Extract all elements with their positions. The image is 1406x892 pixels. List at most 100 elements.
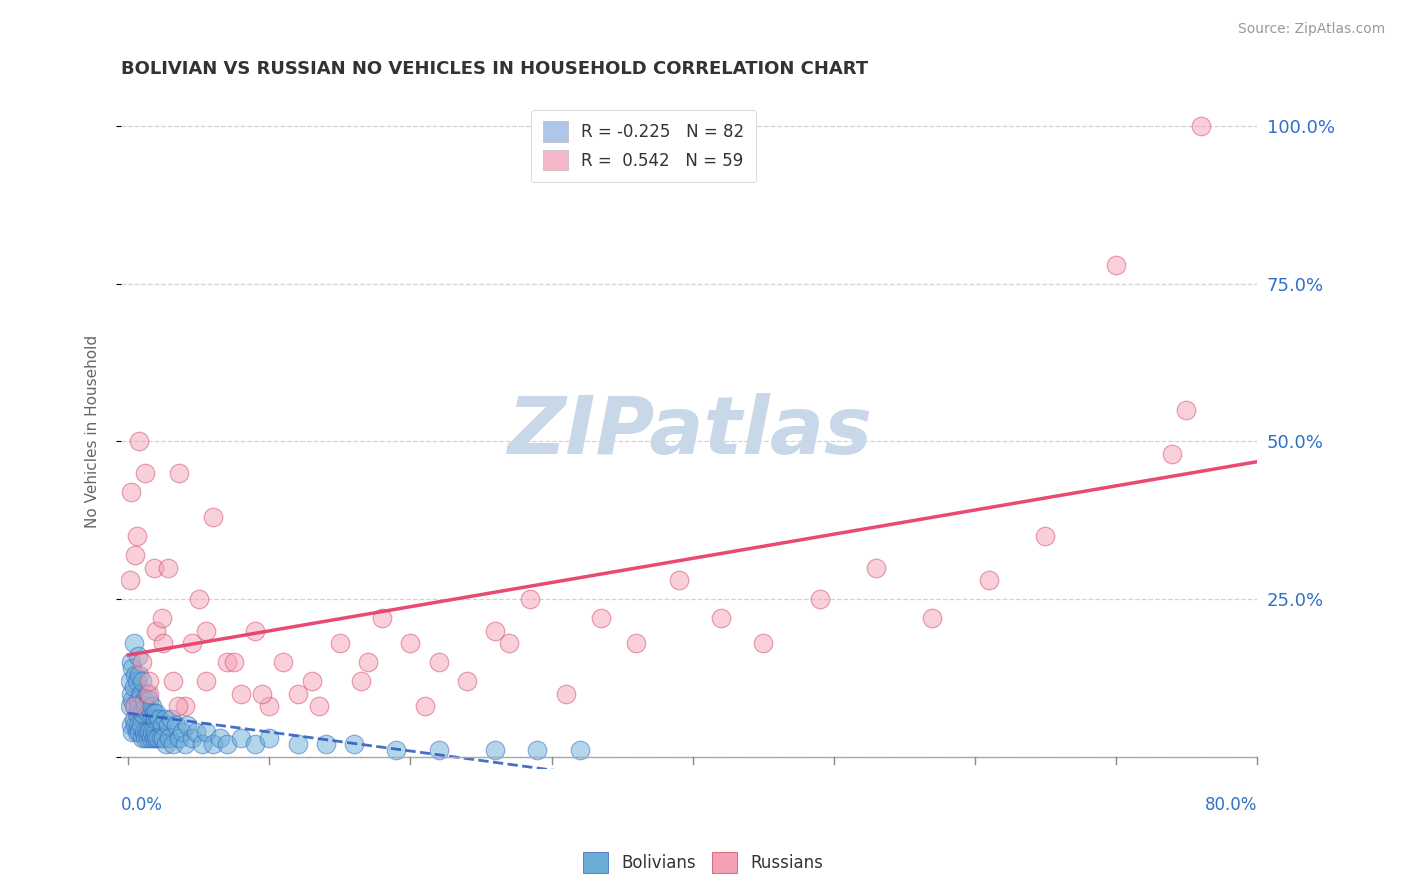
Point — [201, 510, 224, 524]
Point — [176, 718, 198, 732]
Point — [162, 737, 184, 751]
Point — [194, 724, 217, 739]
Point — [150, 611, 173, 625]
Point — [127, 648, 149, 663]
Point — [1035, 529, 1057, 543]
Point — [139, 706, 162, 720]
Point — [167, 466, 190, 480]
Point — [208, 731, 231, 745]
Point — [752, 636, 775, 650]
Point — [136, 706, 159, 720]
Point — [1161, 447, 1184, 461]
Point — [124, 718, 146, 732]
Point — [1105, 258, 1128, 272]
Point — [135, 687, 157, 701]
Point — [165, 718, 187, 732]
Point — [166, 699, 188, 714]
Point — [138, 687, 160, 701]
Point — [128, 667, 150, 681]
Point — [159, 712, 181, 726]
Point — [127, 693, 149, 707]
Point — [1175, 402, 1198, 417]
Point — [273, 655, 295, 669]
Point — [134, 699, 156, 714]
Point — [120, 718, 142, 732]
Point — [194, 674, 217, 689]
Point — [519, 592, 541, 607]
Point — [125, 674, 148, 689]
Point — [301, 674, 323, 689]
Text: Source: ZipAtlas.com: Source: ZipAtlas.com — [1237, 22, 1385, 37]
Point — [152, 636, 174, 650]
Point — [229, 731, 252, 745]
Text: 80.0%: 80.0% — [1205, 796, 1257, 814]
Point — [229, 687, 252, 701]
Point — [149, 731, 172, 745]
Point — [142, 731, 165, 745]
Point — [329, 636, 352, 650]
Point — [152, 731, 174, 745]
Point — [259, 699, 281, 714]
Point — [125, 724, 148, 739]
Point — [162, 674, 184, 689]
Point — [710, 611, 733, 625]
Point — [146, 731, 169, 745]
Point — [343, 737, 366, 751]
Point — [138, 674, 160, 689]
Point — [180, 636, 202, 650]
Legend: R = -0.225   N = 82, R =  0.542   N = 59: R = -0.225 N = 82, R = 0.542 N = 59 — [531, 110, 756, 182]
Point — [131, 706, 153, 720]
Point — [145, 624, 167, 638]
Point — [136, 731, 159, 745]
Point — [131, 655, 153, 669]
Point — [498, 636, 520, 650]
Point — [259, 731, 281, 745]
Point — [222, 655, 245, 669]
Point — [121, 661, 143, 675]
Point — [371, 611, 394, 625]
Point — [125, 706, 148, 720]
Point — [142, 560, 165, 574]
Point — [215, 737, 238, 751]
Text: BOLIVIAN VS RUSSIAN NO VEHICLES IN HOUSEHOLD CORRELATION CHART: BOLIVIAN VS RUSSIAN NO VEHICLES IN HOUSE… — [121, 60, 869, 78]
Point — [124, 548, 146, 562]
Point — [184, 724, 207, 739]
Point — [201, 737, 224, 751]
Point — [129, 718, 152, 732]
Point — [668, 573, 690, 587]
Point — [427, 743, 450, 757]
Point — [138, 724, 160, 739]
Point — [167, 731, 190, 745]
Point — [308, 699, 330, 714]
Point — [128, 699, 150, 714]
Point — [1189, 119, 1212, 133]
Point — [134, 466, 156, 480]
Point — [128, 434, 150, 449]
Point — [122, 636, 145, 650]
Point — [865, 560, 887, 574]
Point — [127, 718, 149, 732]
Point — [124, 699, 146, 714]
Point — [118, 699, 141, 714]
Point — [385, 743, 408, 757]
Point — [589, 611, 612, 625]
Point — [135, 724, 157, 739]
Point — [143, 724, 166, 739]
Point — [624, 636, 647, 650]
Point — [808, 592, 831, 607]
Point — [143, 712, 166, 726]
Point — [180, 731, 202, 745]
Point — [173, 737, 195, 751]
Point — [357, 655, 380, 669]
Point — [190, 737, 212, 751]
Point — [350, 674, 373, 689]
Point — [122, 699, 145, 714]
Point — [252, 687, 274, 701]
Point — [287, 687, 309, 701]
Point — [132, 693, 155, 707]
Point — [243, 737, 266, 751]
Point — [118, 674, 141, 689]
Point — [141, 724, 163, 739]
Point — [118, 573, 141, 587]
Point — [128, 724, 150, 739]
